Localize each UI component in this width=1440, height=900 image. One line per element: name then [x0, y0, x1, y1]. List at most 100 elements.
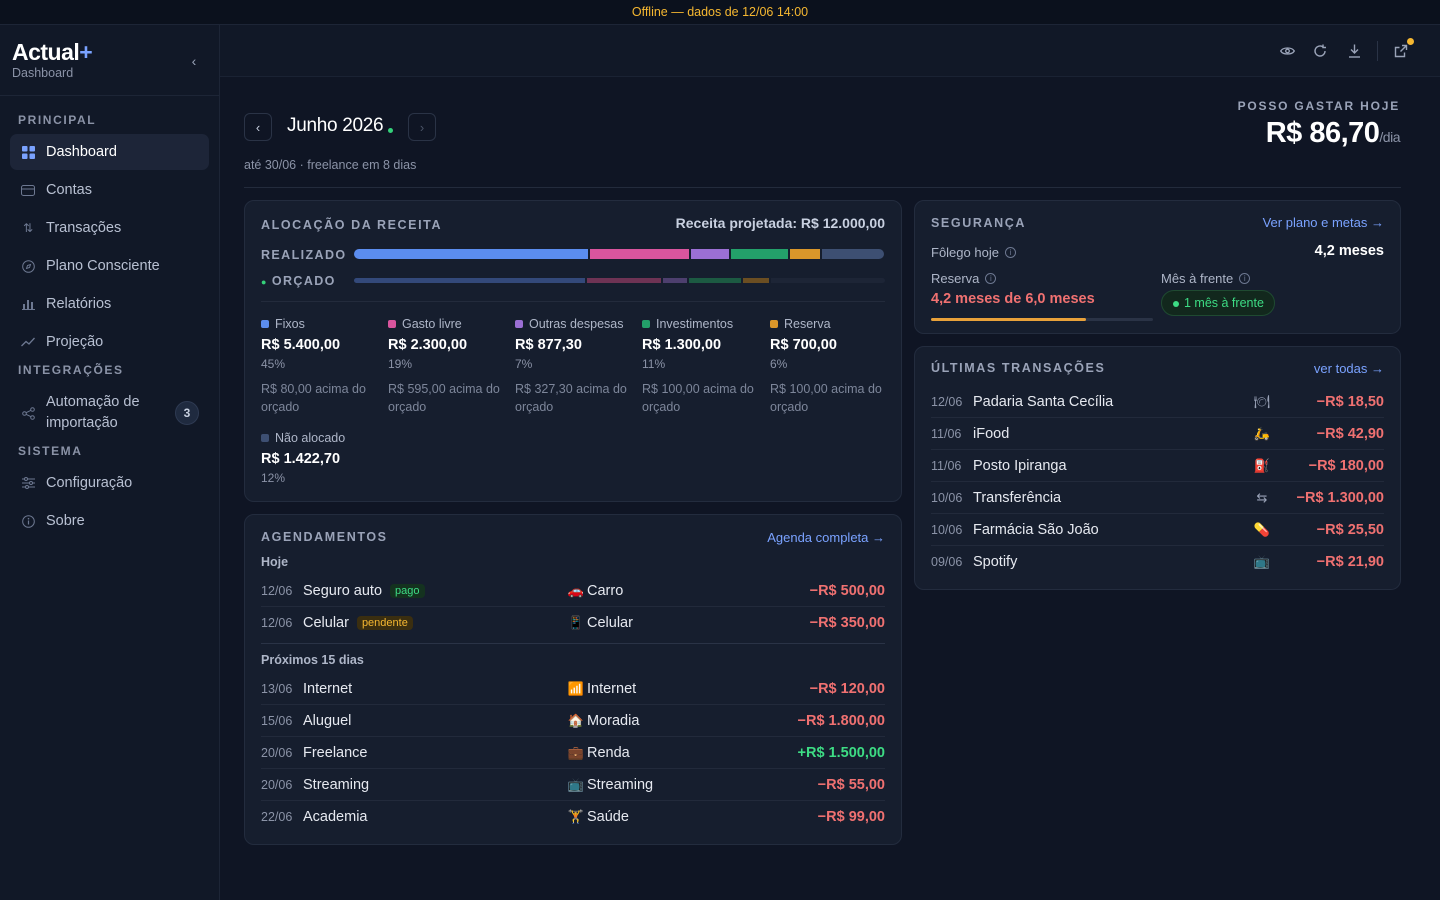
spend-today-label: POSSO GASTAR HOJE — [1237, 99, 1400, 113]
month-title: Junho 2026 — [287, 115, 384, 136]
orcado-segment — [742, 278, 769, 283]
chevron-right-icon: › — [419, 119, 425, 135]
compass-icon — [20, 258, 36, 274]
next-month-button[interactable]: › — [408, 113, 436, 141]
phone-icon: 📱 — [567, 615, 585, 630]
brand[interactable]: Actual+ Dashboard — [12, 39, 93, 80]
folego-label: Fôlego hoje i — [931, 245, 1016, 260]
divider — [261, 643, 885, 644]
schedule-name: Celular pendente — [303, 615, 567, 631]
schedule-amount: −R$ 55,00 — [817, 776, 885, 793]
sidebar-item-label: Projeção — [46, 334, 104, 350]
schedule-row[interactable]: 22/06 Academia 🏋 Saúde −R$ 99,00 — [261, 801, 885, 833]
schedule-date: 22/06 — [261, 810, 293, 824]
category-fixos: Fixos R$ 5.400,00 45% R$ 80,00 acima do … — [261, 317, 366, 414]
info-icon[interactable]: i — [985, 273, 997, 284]
sidebar-item-dashboard[interactable]: Dashboard — [10, 134, 209, 170]
info-icon[interactable]: i — [1004, 247, 1016, 258]
card-title: ÚLTIMAS TRANSAÇÕES — [931, 361, 1106, 375]
schedule-row[interactable]: 13/06 Internet 📶 Internet −R$ 120,00 — [261, 673, 885, 705]
sidebar-item-label: Contas — [46, 182, 92, 198]
briefcase-icon: 💼 — [567, 744, 585, 760]
sidebar-item-configuracao[interactable]: Configuração — [10, 465, 209, 501]
schedule-name: Freelance — [303, 744, 368, 761]
info-icon[interactable]: i — [1239, 273, 1251, 284]
schedule-category: 📱 Celular — [567, 615, 633, 631]
schedule-row[interactable]: 20/06 Freelance 💼 Renda +R$ 1.500,00 — [261, 737, 885, 769]
car-icon: 🚗 — [567, 582, 585, 598]
group-label-next: Próximos 15 dias — [261, 653, 364, 667]
tv-icon: 📺 — [567, 776, 585, 792]
category-outras-despesas: Outras despesas R$ 877,30 7% R$ 327,30 a… — [515, 317, 627, 414]
transaction-date: 10/06 — [931, 522, 963, 537]
schedule-row[interactable]: 15/06 Aluguel 🏠 Moradia −R$ 1.800,00 — [261, 705, 885, 737]
reserve-label: Reserva i — [931, 271, 997, 286]
sidebar-item-transacoes[interactable]: ⇅ Transações — [10, 210, 209, 246]
refresh-icon[interactable] — [1311, 42, 1329, 60]
projected-income: Receita projetada: R$ 12.000,00 — [675, 215, 885, 231]
offline-banner: Offline — dados de 12/06 14:00 — [0, 0, 1440, 25]
sidebar-item-label: Sobre — [46, 513, 85, 529]
card-icon — [20, 182, 36, 198]
realizado-label: REALIZADO — [261, 248, 347, 262]
ahead-badge: 1 mês à frente — [1161, 290, 1275, 316]
schedule-category: 🚗 Carro — [567, 582, 624, 599]
schedule-category: 💼 Renda — [567, 744, 630, 761]
realizado-segment — [731, 249, 788, 259]
transaction-amount: −R$ 180,00 — [1308, 457, 1384, 474]
transaction-row[interactable]: 09/06 Spotify 📺 −R$ 21,90 — [931, 546, 1384, 578]
tv-icon: 📺 — [1253, 554, 1271, 569]
realizado-bar — [354, 249, 885, 259]
sidebar-item-sobre[interactable]: Sobre — [10, 503, 209, 539]
transaction-amount: −R$ 25,50 — [1316, 521, 1384, 538]
transaction-row[interactable]: 11/06 iFood 🛵 −R$ 42,90 — [931, 418, 1384, 450]
orcado-segment — [662, 278, 687, 283]
sidebar-item-projecao[interactable]: Projeção — [10, 324, 209, 360]
transaction-date: 11/06 — [931, 458, 962, 473]
transaction-date: 12/06 — [931, 394, 963, 409]
transaction-row[interactable]: 12/06 Padaria Santa Cecília 🍽 −R$ 18,50 — [931, 386, 1384, 418]
plan-goals-link[interactable]: Ver plano e metas → — [1262, 215, 1384, 230]
section-label-sistema: SISTEMA — [18, 444, 83, 458]
transaction-row[interactable]: 11/06 Posto Ipiranga ⛽ −R$ 180,00 — [931, 450, 1384, 482]
fuel-pump-icon: ⛽ — [1253, 457, 1271, 473]
month-subtitle: até 30/06 · freelance em 8 dias — [244, 158, 417, 172]
schedule-category: 📶 Internet — [567, 680, 637, 697]
schedule-name: Academia — [303, 809, 368, 825]
count-badge: 3 — [175, 401, 199, 425]
sidebar-item-automacao-importacao[interactable]: Automação de importação 3 — [10, 390, 209, 436]
orcado-segment — [688, 278, 741, 283]
eye-icon[interactable] — [1278, 42, 1296, 60]
full-agenda-link[interactable]: Agenda completa → — [767, 530, 885, 545]
schedule-row[interactable]: 12/06 Seguro auto pago 🚗 Carro −R$ 500,00 — [261, 575, 885, 607]
realizado-segment — [789, 249, 820, 259]
status-badge: pago — [390, 583, 425, 598]
schedule-row[interactable]: 20/06 Streaming 📺 Streaming −R$ 55,00 — [261, 769, 885, 801]
arrows-updown-icon: ⇅ — [22, 221, 34, 235]
notification-dot — [1407, 38, 1414, 45]
sidebar-item-relatorios[interactable]: Relatórios — [10, 286, 209, 322]
prev-month-button[interactable]: ‹ — [244, 113, 272, 141]
house-icon: 🏠 — [567, 712, 585, 728]
sidebar-item-contas[interactable]: Contas — [10, 172, 209, 208]
view-all-link[interactable]: ver todas → — [1313, 361, 1384, 376]
card-title: ALOCAÇÃO DA RECEITA — [261, 218, 443, 232]
orcado-bar — [354, 278, 885, 283]
divider — [244, 187, 1401, 188]
collapse-sidebar-button[interactable]: ‹ — [186, 53, 202, 69]
reserve-value: 4,2 meses de 6,0 meses — [931, 291, 1095, 307]
external-link-icon[interactable] — [1392, 42, 1410, 60]
schedule-amount: −R$ 99,00 — [817, 809, 885, 825]
schedule-date: 15/06 — [261, 713, 293, 728]
card-title: SEGURANÇA — [931, 216, 1026, 230]
schedule-amount: −R$ 120,00 — [809, 680, 885, 697]
sidebar-item-plano-consciente[interactable]: Plano Consciente — [10, 248, 209, 284]
category-nao-alocado: Não alocado R$ 1.422,70 12% — [261, 431, 346, 485]
transaction-row[interactable]: 10/06 Transferência ⇆ −R$ 1.300,00 — [931, 482, 1384, 514]
sidebar-item-label: Plano Consciente — [46, 258, 160, 274]
realizado-segment — [354, 249, 589, 259]
schedule-name: Aluguel — [303, 712, 352, 729]
schedule-row[interactable]: 12/06 Celular pendente 📱 Celular −R$ 350,0… — [261, 607, 885, 639]
download-icon[interactable] — [1345, 42, 1363, 60]
transaction-row[interactable]: 10/06 Farmácia São João 💊 −R$ 25,50 — [931, 514, 1384, 546]
